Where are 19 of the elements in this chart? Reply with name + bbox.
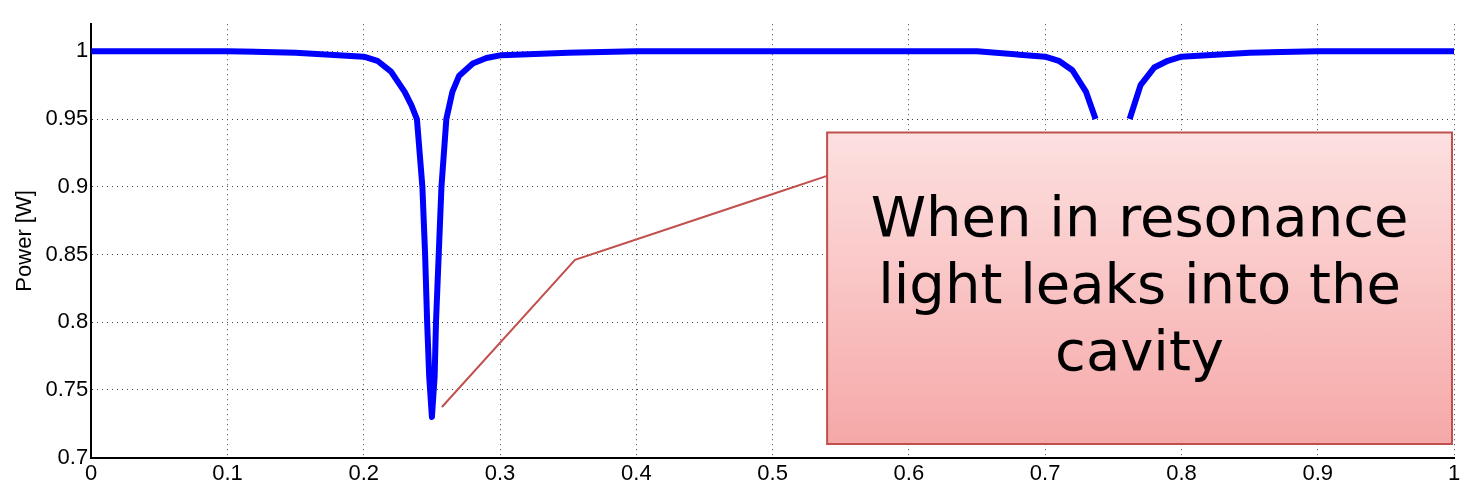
x-tick-label: 0.8	[1166, 459, 1197, 485]
y-axis-title: Power [W]	[11, 190, 37, 292]
annotation: When in resonance light leaks into the cavity	[870, 183, 1409, 384]
x-tick-label: 0	[85, 459, 98, 485]
x-tick-label: 0.1	[212, 459, 243, 485]
x-tick-label: 0.3	[484, 459, 516, 485]
y-tick-label: 0.95	[45, 105, 89, 131]
y-tick-label: 0.8	[57, 308, 89, 334]
y-tick-label: 1	[75, 37, 89, 63]
x-tick-label: 1	[1447, 459, 1461, 485]
x-tick-label: 0.6	[893, 459, 925, 485]
y-tick-label: 0.9	[57, 172, 89, 198]
y-tick-label: 0.85	[45, 240, 89, 266]
y-tick-label: 0.75	[45, 375, 89, 401]
x-tick-label: 0.9	[1302, 459, 1334, 485]
x-tick-label: 0.5	[757, 459, 788, 485]
x-tick-label: 0.7	[1029, 459, 1061, 485]
x-tick-label: 0.4	[621, 459, 652, 485]
x-tick-label: 0.2	[348, 459, 380, 485]
